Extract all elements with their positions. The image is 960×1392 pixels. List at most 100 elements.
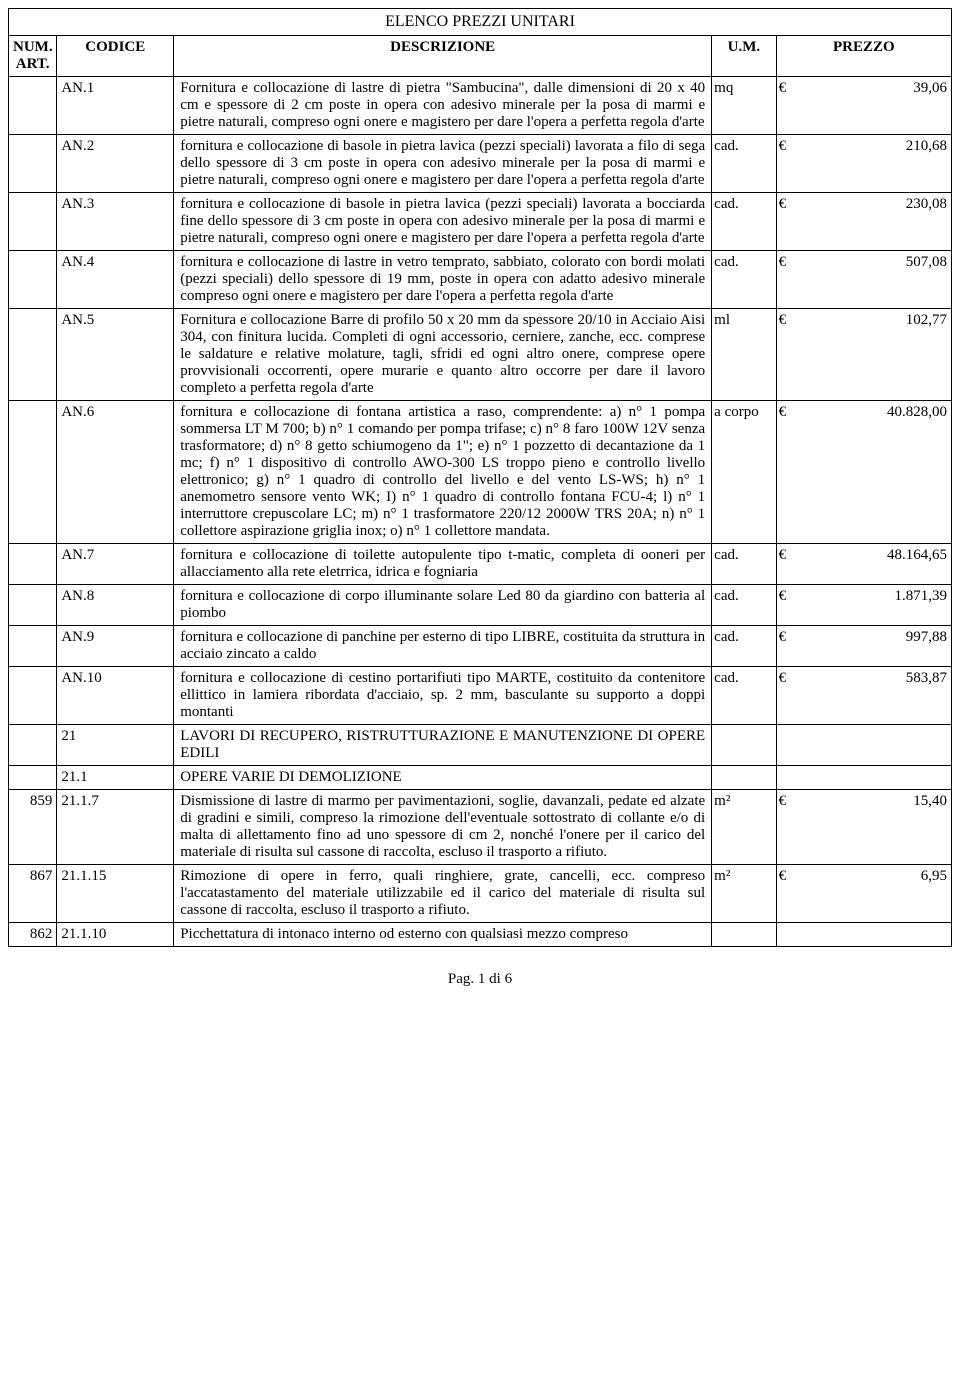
table-row: 21.1OPERE VARIE DI DEMOLIZIONE (9, 766, 952, 790)
cell-description: fornitura e collocazione di basole in pi… (174, 193, 712, 251)
cell-price (800, 725, 951, 766)
cell-code: 21 (57, 725, 174, 766)
cell-num (9, 401, 57, 544)
cell-price: 39,06 (800, 77, 951, 135)
header-cod: CODICE (57, 36, 174, 77)
cell-code: AN.2 (57, 135, 174, 193)
cell-price (800, 766, 951, 790)
cell-unit (712, 725, 776, 766)
cell-unit (712, 766, 776, 790)
cell-currency: € (776, 135, 800, 193)
cell-price (800, 923, 951, 947)
table-row: 86221.1.10Picchettatura di intonaco inte… (9, 923, 952, 947)
cell-price: 6,95 (800, 865, 951, 923)
cell-currency: € (776, 667, 800, 725)
cell-currency: € (776, 401, 800, 544)
cell-unit: cad. (712, 135, 776, 193)
header-row: NUM. ART. CODICE DESCRIZIONE U.M. PREZZO (9, 36, 952, 77)
table-row: 85921.1.7Dismissione di lastre di marmo … (9, 790, 952, 865)
cell-unit (712, 923, 776, 947)
cell-description: fornitura e collocazione di fontana arti… (174, 401, 712, 544)
cell-currency: € (776, 77, 800, 135)
cell-currency: € (776, 790, 800, 865)
cell-num (9, 544, 57, 585)
table-row: AN.5Fornitura e collocazione Barre di pr… (9, 309, 952, 401)
cell-price: 997,88 (800, 626, 951, 667)
cell-code: AN.7 (57, 544, 174, 585)
table-row: AN.2fornitura e collocazione di basole i… (9, 135, 952, 193)
price-list-page: ELENCO PREZZI UNITARI NUM. ART. CODICE D… (8, 8, 952, 988)
cell-num (9, 309, 57, 401)
table-row: 21LAVORI DI RECUPERO, RISTRUTTURAZIONE E… (9, 725, 952, 766)
page-footer: Pag. 1 di 6 (8, 971, 952, 988)
cell-num (9, 135, 57, 193)
cell-unit: m² (712, 790, 776, 865)
cell-unit: cad. (712, 626, 776, 667)
cell-code: AN.3 (57, 193, 174, 251)
cell-unit: cad. (712, 667, 776, 725)
table-row: AN.8fornitura e collocazione di corpo il… (9, 585, 952, 626)
cell-code: AN.5 (57, 309, 174, 401)
cell-unit: m² (712, 865, 776, 923)
cell-currency: € (776, 251, 800, 309)
cell-unit: a corpo (712, 401, 776, 544)
table-row: AN.9 fornitura e collocazione di panchin… (9, 626, 952, 667)
cell-price: 48.164,65 (800, 544, 951, 585)
cell-currency (776, 766, 800, 790)
cell-price: 230,08 (800, 193, 951, 251)
cell-description: Fornitura e collocazione Barre di profil… (174, 309, 712, 401)
cell-code: AN.9 (57, 626, 174, 667)
cell-currency: € (776, 544, 800, 585)
cell-currency (776, 725, 800, 766)
cell-currency: € (776, 193, 800, 251)
table-row: AN.10 fornitura e collocazione di cestin… (9, 667, 952, 725)
cell-price: 1.871,39 (800, 585, 951, 626)
cell-num (9, 77, 57, 135)
cell-currency: € (776, 309, 800, 401)
cell-code: 21.1.10 (57, 923, 174, 947)
cell-description: Rimozione di opere in ferro, quali ringh… (174, 865, 712, 923)
cell-price: 210,68 (800, 135, 951, 193)
cell-description: fornitura e collocazione di toilette aut… (174, 544, 712, 585)
cell-description: Fornitura e collocazione di lastre di pi… (174, 77, 712, 135)
table-body: AN.1Fornitura e collocazione di lastre d… (9, 77, 952, 947)
cell-description: fornitura e collocazione di cestino port… (174, 667, 712, 725)
cell-unit: cad. (712, 193, 776, 251)
cell-num: 862 (9, 923, 57, 947)
price-table: ELENCO PREZZI UNITARI NUM. ART. CODICE D… (8, 8, 952, 947)
title-row: ELENCO PREZZI UNITARI (9, 9, 952, 36)
cell-code: AN.8 (57, 585, 174, 626)
cell-num (9, 251, 57, 309)
cell-num: 859 (9, 790, 57, 865)
cell-num (9, 626, 57, 667)
cell-price: 507,08 (800, 251, 951, 309)
cell-price: 583,87 (800, 667, 951, 725)
cell-description: fornitura e collocazione di lastre in ve… (174, 251, 712, 309)
table-row: AN.1Fornitura e collocazione di lastre d… (9, 77, 952, 135)
cell-currency (776, 923, 800, 947)
cell-unit: mq (712, 77, 776, 135)
cell-num (9, 766, 57, 790)
cell-currency: € (776, 626, 800, 667)
table-row: 86721.1.15Rimozione di opere in ferro, q… (9, 865, 952, 923)
cell-description: Picchettatura di intonaco interno od est… (174, 923, 712, 947)
cell-unit: cad. (712, 251, 776, 309)
cell-unit: ml (712, 309, 776, 401)
cell-code: 21.1.15 (57, 865, 174, 923)
table-row: AN.7fornitura e collocazione di toilette… (9, 544, 952, 585)
header-desc: DESCRIZIONE (174, 36, 712, 77)
table-row: AN.4fornitura e collocazione di lastre i… (9, 251, 952, 309)
cell-price: 15,40 (800, 790, 951, 865)
cell-num (9, 193, 57, 251)
cell-description: OPERE VARIE DI DEMOLIZIONE (174, 766, 712, 790)
header-price: PREZZO (776, 36, 951, 77)
table-row: AN.6fornitura e collocazione di fontana … (9, 401, 952, 544)
header-um: U.M. (712, 36, 776, 77)
cell-price: 102,77 (800, 309, 951, 401)
cell-description: fornitura e collocazione di panchine per… (174, 626, 712, 667)
cell-description: LAVORI DI RECUPERO, RISTRUTTURAZIONE E M… (174, 725, 712, 766)
cell-num (9, 725, 57, 766)
cell-unit: cad. (712, 544, 776, 585)
cell-code: 21.1.7 (57, 790, 174, 865)
cell-currency: € (776, 865, 800, 923)
